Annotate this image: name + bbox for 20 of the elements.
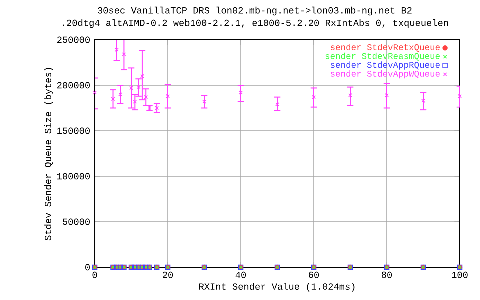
x-tick-label: 20: [163, 272, 174, 278]
x-tick-label: 40: [236, 272, 246, 278]
x-tick-label: 0: [92, 272, 98, 278]
y-tick-label: 250000: [58, 36, 90, 44]
legend-label: sender StdevAppWQueue: [330, 70, 440, 79]
y-tick-label: 150000: [58, 128, 90, 134]
x-tick-label: 60: [309, 272, 320, 278]
chart-subtitle: .20dtg4 altAIMD-0.2 web100-2.2.1, e1000-5.2.20 RxIntAbs 0, txqueuelen: [63, 19, 448, 28]
y-tick-label: 100000: [58, 173, 90, 180]
x-tick-label: 100: [452, 272, 468, 278]
legend-label: sender StdevRetxQueue: [330, 44, 440, 52]
x-axis-title: RXInt Sender Value (1.024ms): [199, 283, 355, 292]
x-tick-label: 80: [382, 272, 392, 278]
y-tick-label: 0: [86, 264, 90, 271]
legend-label: sender StdevAppRQueue: [330, 62, 440, 70]
chart-title: 30sec VanillaTCP DRS lon02.mb-ng.net->lon03.mb-ng.net B2: [98, 6, 412, 16]
y-tick-label: 200000: [58, 82, 90, 89]
legend-label: sender StdevReasmQueue: [326, 52, 440, 61]
y-tick-label: 50000: [63, 218, 90, 226]
y-axis-title: Stdev Sender Queue Size (bytes): [44, 68, 54, 241]
